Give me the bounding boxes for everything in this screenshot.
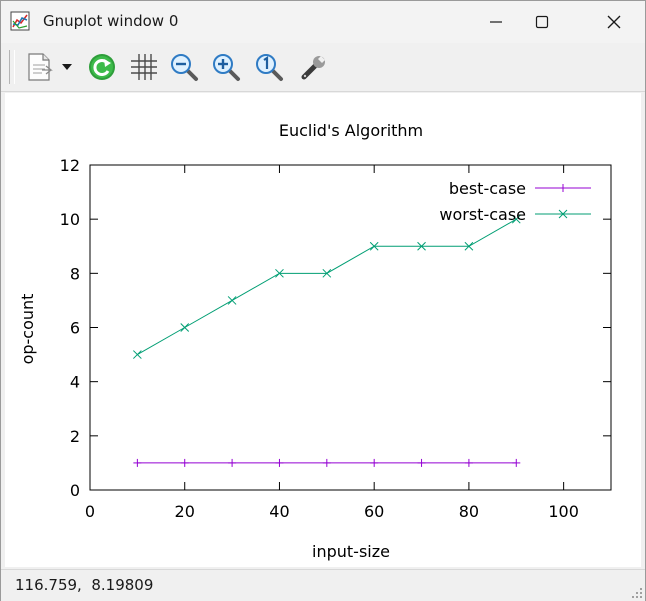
worst-case-point xyxy=(180,323,190,332)
toggle-grid-button[interactable] xyxy=(126,50,162,84)
chevron-down-icon xyxy=(62,64,72,70)
zoom-reset-button[interactable] xyxy=(251,50,287,84)
worst-case-point xyxy=(417,241,426,251)
plot-canvas[interactable]: Euclid's Algorithm op-count input-size 0… xyxy=(5,93,641,567)
close-button[interactable] xyxy=(591,1,637,43)
copy-icon xyxy=(28,53,53,81)
minimize-icon xyxy=(490,21,502,23)
worst-case-point xyxy=(369,241,379,251)
minimize-button[interactable] xyxy=(473,1,519,43)
status-bar: 116.759, 8.19809 xyxy=(1,569,645,601)
y-tick-label: 4 xyxy=(70,373,80,392)
worst-case-point xyxy=(275,268,284,278)
print-options-dropdown[interactable] xyxy=(57,50,77,84)
zoom-in-icon xyxy=(213,54,240,81)
x-tick-label: 80 xyxy=(459,502,479,521)
y-tick-label: 10 xyxy=(60,210,80,229)
y-tick-label: 12 xyxy=(60,156,80,175)
x-tick-label: 60 xyxy=(364,502,384,521)
title-bar[interactable]: Gnuplot window 0 xyxy=(1,1,645,43)
chart[interactable]: Euclid's Algorithm op-count input-size 0… xyxy=(5,93,641,567)
legend-label-best-case: best-case xyxy=(449,179,526,198)
gnuplot-app-icon xyxy=(10,11,30,31)
worst-case-point xyxy=(227,296,237,305)
refresh-icon xyxy=(89,54,115,80)
x-tick-label: 0 xyxy=(85,502,95,521)
worst-case-point xyxy=(464,241,474,251)
legend-marker-worst-case xyxy=(558,209,568,219)
y-tick-label: 8 xyxy=(70,264,80,283)
zoom-reset-icon xyxy=(256,54,283,81)
plot-frame xyxy=(89,164,612,491)
grid-icon xyxy=(131,54,157,80)
worst-case-point xyxy=(133,350,142,359)
y-axis-label: op-count xyxy=(18,294,37,365)
worst-case-point xyxy=(511,214,521,224)
maximize-button[interactable] xyxy=(519,1,565,43)
zoom-in-button[interactable] xyxy=(208,50,244,84)
y-tick-label: 2 xyxy=(70,427,80,446)
resize-grip-icon[interactable] xyxy=(629,585,643,599)
chart-title: Euclid's Algorithm xyxy=(279,121,423,140)
x-axis-label: input-size xyxy=(312,542,390,561)
x-tick-label: 20 xyxy=(175,502,195,521)
worst-case-point xyxy=(322,268,332,278)
wrench-icon xyxy=(301,56,325,80)
worst-case-line xyxy=(137,218,517,356)
x-tick-label: 100 xyxy=(548,502,579,521)
maximize-icon xyxy=(535,15,549,29)
replot-button[interactable] xyxy=(84,50,120,84)
zoom-out-icon xyxy=(171,54,198,81)
window-title: Gnuplot window 0 xyxy=(43,12,179,30)
x-tick-label: 40 xyxy=(269,502,289,521)
toolbar xyxy=(1,43,645,92)
y-tick-label: 0 xyxy=(70,481,80,500)
zoom-out-button[interactable] xyxy=(166,50,202,84)
toolbar-grip[interactable] xyxy=(9,50,15,84)
copy-to-clipboard-button[interactable] xyxy=(21,50,57,84)
y-tick-label: 6 xyxy=(70,319,80,338)
legend-label-worst-case: worst-case xyxy=(439,205,526,224)
close-icon xyxy=(607,15,621,29)
cursor-coordinates: 116.759, 8.19809 xyxy=(15,576,154,594)
options-button[interactable] xyxy=(296,50,332,84)
